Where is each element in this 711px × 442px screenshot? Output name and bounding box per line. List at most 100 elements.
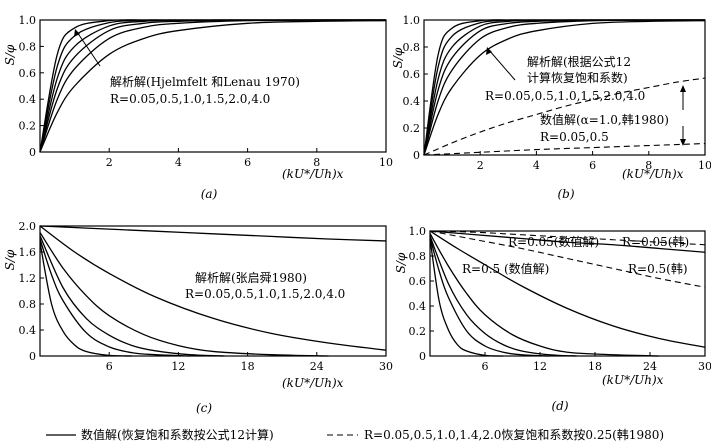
panel-a-y-tick-label: 0.6	[19, 67, 37, 80]
panel-d-series-line	[429, 230, 706, 288]
panel-a-x-tick-label: 2	[106, 156, 113, 169]
panel-d-y-tick-label: 0.2	[409, 325, 427, 338]
panel-b-x-tick-label: 10	[698, 159, 711, 172]
panel-c-y-tick-label: 0	[29, 350, 36, 363]
panel-c-annotation-line2: R=0.05,0.5,1.0,1.5,2.0,4.0	[185, 287, 345, 301]
panel-b-y-tick-label: 0.4	[403, 95, 421, 108]
panel-b-x-tick-label: 8	[645, 159, 652, 172]
panel-d-series-line	[429, 230, 706, 253]
panel-b-y-tick-label: 0	[413, 149, 420, 162]
panel-a-y-tick-label: 0.4	[19, 93, 37, 106]
panel-b-arrow-analytic-head	[486, 47, 492, 55]
panel-c-caption: (c)	[196, 401, 212, 415]
panel-b-annotation-line4: 数值解(α=1.0,韩1980)	[540, 112, 669, 127]
legend-dashed-label: R=0.05,0.5,1.0,1.4,2.0恢复饱和系数按0.25(韩1980)	[364, 427, 664, 442]
panel-c-y-tick-label: 0.4	[19, 324, 37, 337]
panel-a-annotation-line2: R=0.05,0.5,1.0,1.5,2.0,4.0	[110, 92, 270, 106]
panel-a-arrow-head	[74, 29, 80, 37]
panel-c-y-tick-label: 1.2	[19, 272, 37, 285]
panel-d-x-tick-label: 24	[643, 360, 657, 373]
panel-b-x-tick-label: 2	[477, 159, 484, 172]
panel-d-x-tick-label: 6	[482, 360, 489, 373]
panel-d-chart: 6 12 18 24 30 0 0.2 0.4 0.6 0.8 1.0 (kU*/Uh)x S/φ (d)	[394, 225, 711, 413]
panel-a-y-tick-label: 0.8	[19, 40, 37, 53]
panel-d-series-line	[429, 235, 577, 357]
panel-a-x-tick-label: 10	[379, 156, 393, 169]
panel-d-series-line	[429, 237, 550, 357]
panel-b-y-tick-label: 0.6	[403, 68, 421, 81]
panel-d-annotation-r005-han: R=0.05(韩)	[622, 234, 689, 249]
panel-b-annotation-line1: 解析解(根据公式12	[527, 55, 631, 69]
panel-c-x-tick-label: 18	[241, 360, 255, 373]
panel-a-arrow	[76, 31, 101, 67]
panel-c-y-tick-label: 1.6	[19, 246, 37, 259]
panel-c-y-tick-label: 0.8	[19, 298, 37, 311]
panel-a-y-tick-label: 0.2	[19, 120, 37, 133]
panel-d-series-line	[429, 230, 706, 348]
panel-d-series-line	[429, 230, 706, 246]
panel-b-x-tick-label: 4	[533, 159, 540, 172]
panel-d-frame	[429, 230, 706, 357]
panel-d-series-line	[429, 233, 660, 357]
panel-d-x-tick-label: 30	[698, 360, 711, 373]
panel-d-y-tick-label: 0.4	[409, 300, 427, 313]
panel-c-x-axis-label: (kU*/Uh)x	[282, 376, 344, 390]
panel-c-y-tick-label: 2.0	[19, 220, 37, 233]
panel-c-series-line	[39, 232, 329, 357]
panel-c-x-tick-label: 6	[106, 360, 113, 373]
panel-b-x-axis-label: (kU*/Uh)x	[622, 167, 684, 181]
panel-a-caption: (a)	[201, 187, 218, 201]
panel-a-x-tick-label: 6	[244, 156, 251, 169]
panel-c-y-axis-label: S/φ	[3, 249, 17, 270]
panel-b-chart: 2 4 6 8 10 0 0.2 0.4 0.6 0.8 1.0 (kU*/Uh)x S/φ (b)	[391, 14, 711, 201]
panel-b-y-tick-label: 0.8	[403, 41, 421, 54]
panel-b-x-tick-label: 6	[589, 159, 596, 172]
panel-c-x-tick-label: 24	[310, 360, 324, 373]
panel-a-series-line	[39, 20, 387, 153]
panel-b-y-tick-label: 0.2	[403, 122, 421, 135]
panel-b-y-tick-label: 1.0	[403, 14, 421, 27]
panel-c-series-line	[39, 235, 225, 357]
panel-c-series-line	[39, 238, 190, 357]
legend-solid-label: 数值解(恢复饱和系数按公式12计算)	[81, 427, 274, 442]
panel-b-arrow-numeric-up-head	[680, 85, 686, 92]
panel-d-y-tick-label: 1.0	[409, 225, 427, 238]
panel-d-annotation-r05-numeric: R=0.5 (数值解)	[462, 261, 549, 276]
panel-d-x-axis-label: (kU*/Uh)x	[602, 373, 664, 387]
panel-d-caption: (d)	[551, 399, 568, 413]
panel-b-annotation-line2: 计算恢复饱和系数)	[527, 70, 628, 85]
panel-b-arrow-analytic	[488, 49, 516, 81]
panel-d-annotation-r05-han: R=0.5(韩)	[628, 261, 688, 276]
panel-b-series-line	[423, 19, 706, 156]
panel-a-x-axis-label: (kU*/Uh)x	[282, 167, 344, 181]
panel-d-y-tick-label: 0.8	[409, 250, 427, 263]
panel-a-x-tick-label: 8	[313, 156, 320, 169]
panel-c-annotation-line1: 解析解(张启舜1980)	[195, 270, 307, 285]
panel-c-series-line	[39, 242, 133, 357]
panel-d-x-tick-label: 18	[588, 360, 602, 373]
panel-a-chart: 2 4 6 8 10 0 0.2 0.4 0.6 0.8 1.0 (kU*/Uh)x S/φ (a)	[3, 14, 393, 201]
panel-b-caption: (b)	[557, 187, 574, 201]
legend: 数值解(恢复饱和系数按公式12计算) R=0.05,0.5,1.0,1.4,2.…	[46, 427, 664, 442]
panel-c-series-line	[39, 225, 387, 351]
panel-d-y-tick-label: 0	[419, 350, 426, 363]
panel-b-series-line	[423, 142, 706, 156]
panel-d-annotation-r005-numeric: R=0.05(数值解)	[508, 234, 599, 249]
panel-a-y-tick-label: 1.0	[19, 14, 37, 27]
panel-b-y-axis-label: S/φ	[391, 47, 405, 68]
panel-d-y-axis-label: S/φ	[394, 252, 408, 273]
panel-c-x-tick-label: 30	[379, 360, 393, 373]
panel-d-y-tick-label: 0.6	[409, 275, 427, 288]
panel-c-series-line	[39, 225, 387, 242]
panel-a-y-axis-label: S/φ	[3, 44, 17, 65]
panel-b-series-line	[423, 77, 706, 156]
panel-b-annotation-line5: R=0.05,0.5	[540, 130, 609, 144]
panel-b-series-line	[423, 20, 706, 156]
panel-d-series-line	[429, 238, 504, 357]
panel-b-arrow-numeric-down-head	[680, 139, 686, 146]
panel-a-annotation-line1: 解析解(Hjelmfelt 和Lenau 1970)	[110, 75, 300, 89]
panel-d-x-tick-label: 12	[533, 360, 547, 373]
panel-a-y-tick-label: 0	[29, 146, 36, 159]
panel-b-annotation-line3: R=0.05,0.5,1.0,1.5,2.0,4.0	[485, 89, 645, 103]
